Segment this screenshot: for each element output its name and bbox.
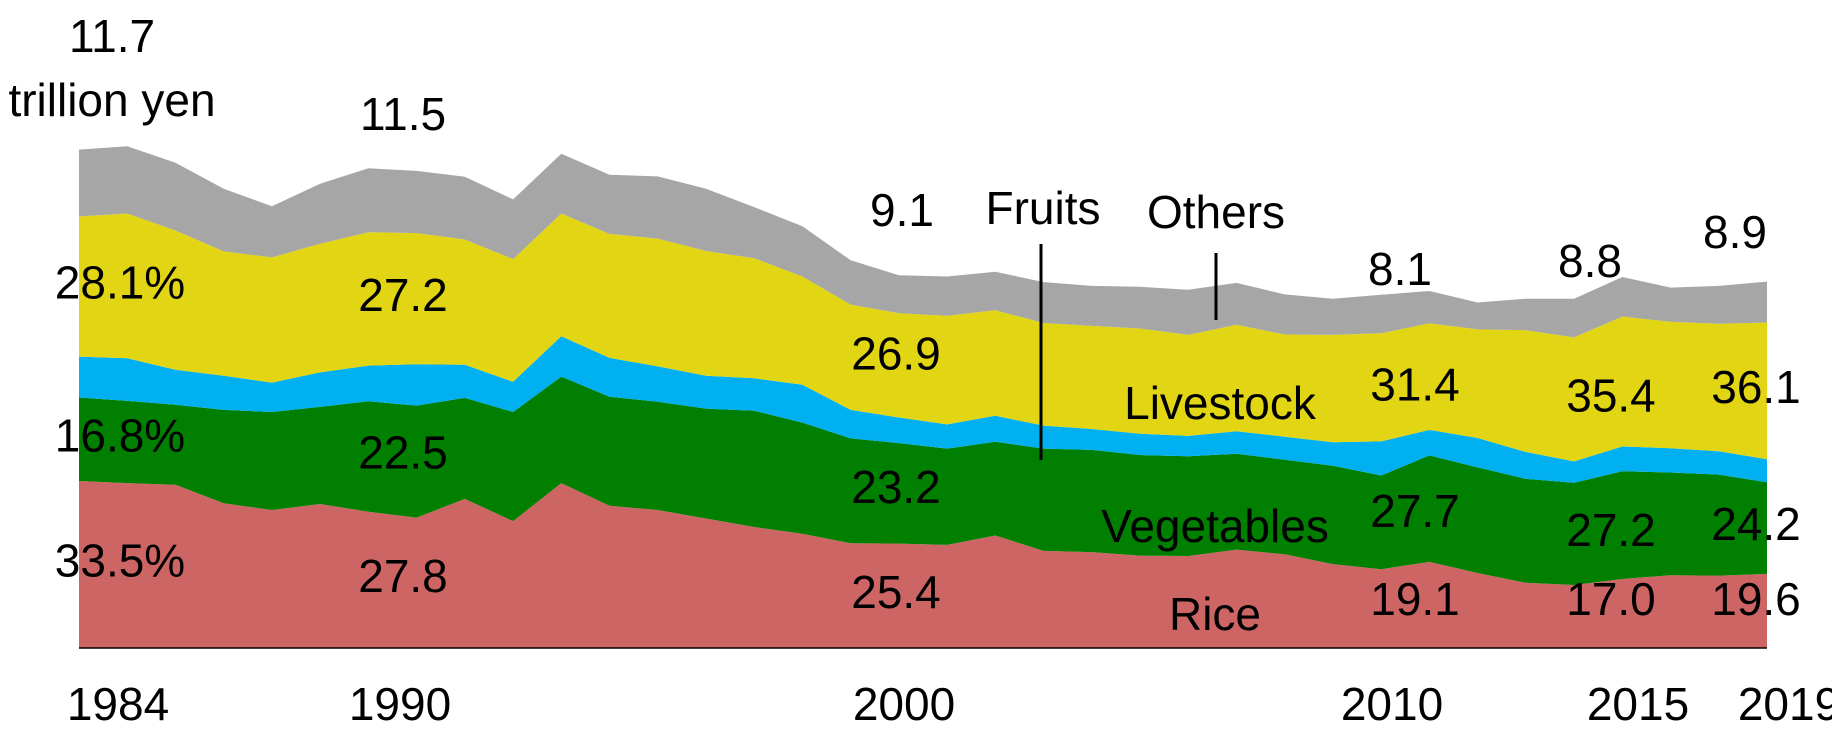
share-label-vegetables-1984: 16.8% — [55, 409, 185, 461]
total-label-2010: 8.1 — [1368, 243, 1432, 295]
total-unit-label: trillion yen — [8, 74, 215, 126]
share-label-livestock-2015: 35.4 — [1566, 370, 1656, 422]
label-layer: 1984 1990 2000 2010 2015 2019 33.5% 16.8% 28.1% 2… — [8, 10, 1832, 730]
area-fruits — [79, 336, 1767, 483]
x-tick-label-1984: 1984 — [67, 678, 169, 730]
total-label-2019: 8.9 — [1703, 206, 1767, 258]
area-layer — [79, 146, 1767, 648]
share-label-vegetables-2019: 24.2 — [1711, 498, 1801, 550]
share-label-rice-2015: 17.0 — [1566, 573, 1656, 625]
share-label-rice-1984: 33.5% — [55, 535, 185, 587]
total-label-1990: 11.5 — [360, 88, 446, 140]
share-label-rice-2010: 19.1 — [1370, 573, 1460, 625]
area-rice — [79, 481, 1767, 648]
x-tick-label-2015: 2015 — [1587, 678, 1689, 730]
area-livestock — [79, 213, 1767, 462]
share-label-livestock-1984: 28.1% — [55, 257, 185, 309]
x-tick-label-2019: 2019 — [1738, 678, 1832, 730]
share-label-vegetables-2000: 23.2 — [851, 461, 941, 513]
x-tick-label-2010: 2010 — [1341, 678, 1443, 730]
share-label-livestock-2019: 36.1 — [1711, 361, 1801, 413]
share-label-rice-1990: 27.8 — [358, 550, 448, 602]
category-label-fruits: Fruits — [986, 182, 1101, 234]
total-label-1984: 11.7 — [69, 10, 155, 62]
share-label-rice-2019: 19.6 — [1711, 573, 1801, 625]
category-label-others: Others — [1147, 186, 1285, 238]
area-others — [79, 146, 1767, 338]
share-label-vegetables-2015: 27.2 — [1566, 504, 1656, 556]
total-label-2000: 9.1 — [870, 184, 934, 236]
x-tick-label-2000: 2000 — [853, 678, 955, 730]
share-label-livestock-1990: 27.2 — [358, 269, 448, 321]
area-vegetables — [79, 376, 1767, 585]
category-label-rice: Rice — [1169, 588, 1261, 640]
category-label-livestock: Livestock — [1124, 377, 1317, 429]
total-label-2015: 8.8 — [1558, 235, 1622, 287]
share-label-vegetables-2010: 27.7 — [1370, 485, 1460, 537]
category-label-vegetables: Vegetables — [1101, 500, 1329, 552]
share-label-vegetables-1990: 22.5 — [358, 427, 448, 479]
share-label-livestock-2000: 26.9 — [851, 327, 941, 379]
x-tick-label-1990: 1990 — [349, 678, 451, 730]
share-label-rice-2000: 25.4 — [851, 566, 941, 618]
share-label-livestock-2010: 31.4 — [1370, 359, 1460, 411]
